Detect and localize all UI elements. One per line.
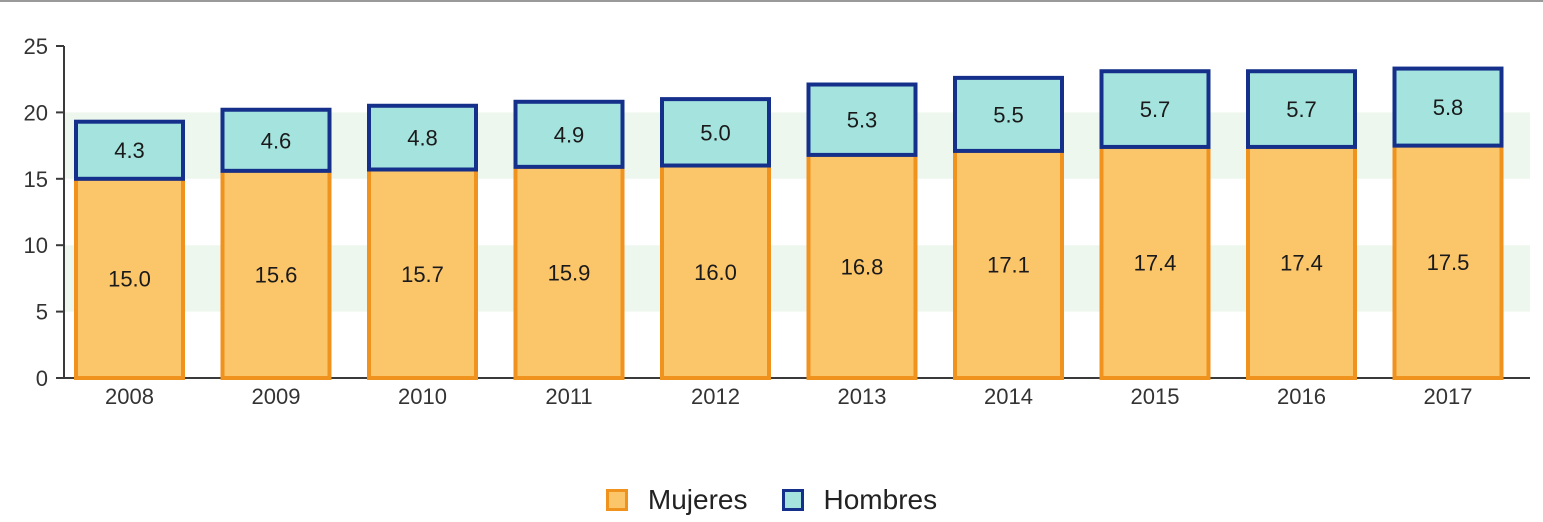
bar-value-label: 5.7 (1286, 97, 1317, 122)
bar-segment-mujeres (1099, 144, 1211, 380)
bar-segment-hombres (1099, 69, 1211, 149)
x-tick-label: 2014 (984, 384, 1033, 409)
legend-item-hombres: Hombres (781, 484, 938, 516)
bar-value-label: 17.4 (1134, 250, 1177, 275)
bars: 15.0 4.3 15.6 4.6 15.7 4.8 15.9 4.9 16.0 5.0 16.8 5… (74, 66, 1504, 380)
bar-value-label: 15.6 (255, 262, 298, 287)
bar-segment-mujeres (513, 164, 625, 380)
bar-segment-mujeres (220, 168, 332, 380)
bar-segment-mujeres (367, 167, 478, 380)
legend-item-mujeres: Mujeres (605, 484, 748, 516)
x-tick-label: 2010 (398, 384, 447, 409)
bar-value-label: 4.8 (407, 126, 438, 151)
y-tick-label: 5 (36, 300, 48, 325)
y-tick-label: 0 (36, 366, 48, 391)
x-tick-label: 2017 (1424, 384, 1473, 409)
bar-value-label: 17.5 (1427, 250, 1470, 275)
bar-value-label: 5.3 (847, 108, 878, 133)
bar-segment-mujeres (1392, 143, 1504, 380)
legend-label-hombres: Hombres (823, 484, 938, 515)
bar-value-label: 15.7 (401, 262, 444, 287)
bar-value-label: 5.5 (993, 102, 1024, 127)
legend-label-mujeres: Mujeres (647, 484, 748, 515)
legend: Mujeres Hombres (0, 480, 1543, 520)
x-tick-label: 2015 (1131, 384, 1180, 409)
bar-segment-hombres (1392, 66, 1504, 148)
y-tick-label: 25 (24, 34, 48, 59)
bar-segment-hombres (660, 97, 771, 168)
bar-segment-hombres (220, 107, 332, 173)
bar-segment-hombres (367, 103, 478, 172)
bar-value-label: 15.9 (548, 260, 591, 285)
bar-value-label: 5.8 (1433, 95, 1464, 120)
bar-segment-mujeres (806, 152, 918, 380)
x-tick-label: 2016 (1277, 384, 1326, 409)
bar-value-label: 16.8 (841, 254, 884, 279)
x-tick-label: 2012 (691, 384, 740, 409)
bar-value-label: 4.9 (554, 122, 585, 147)
bar-segment-mujeres (1246, 144, 1357, 380)
bar-value-label: 4.3 (114, 138, 145, 163)
legend-swatch-mujeres (605, 489, 628, 511)
bar-segment-mujeres (953, 148, 1064, 380)
bar-value-label: 17.1 (987, 252, 1030, 277)
y-axis-ticks: 0 5 10 15 20 25 (24, 34, 64, 391)
top-divider (0, 0, 1543, 2)
bar-segment-hombres (953, 75, 1064, 153)
bar-value-label: 17.4 (1280, 250, 1323, 275)
x-tick-label: 2011 (545, 384, 592, 409)
bar-value-label: 15.0 (108, 266, 151, 291)
bar-value-label: 5.0 (700, 120, 731, 145)
bar-segment-hombres (806, 82, 918, 157)
y-tick-label: 20 (24, 100, 48, 125)
y-tick-label: 15 (24, 167, 48, 192)
bar-segment-hombres (1246, 69, 1357, 149)
bar-value-label: 5.7 (1140, 97, 1171, 122)
y-tick-label: 10 (24, 233, 48, 258)
x-tick-label: 2013 (838, 384, 887, 409)
x-tick-label: 2008 (105, 384, 154, 409)
bar-segment-hombres (513, 99, 625, 169)
bar-segment-hombres (74, 119, 185, 181)
legend-swatch-hombres (781, 489, 804, 511)
bar-value-label: 4.6 (261, 128, 292, 153)
bar-value-label: 16.0 (694, 260, 737, 285)
x-tick-label: 2009 (252, 384, 301, 409)
x-axis-ticks: 2008 2009 2010 2011 2012 2013 2014 2015 2016 2017 (105, 384, 1472, 409)
